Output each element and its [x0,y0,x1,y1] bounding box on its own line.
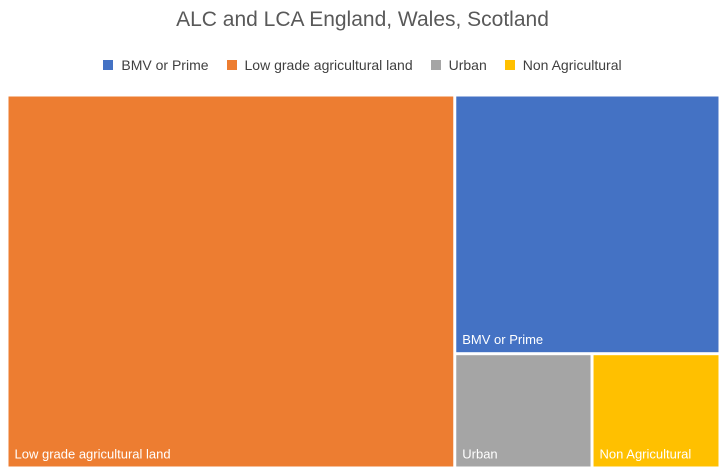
legend-swatch-bmv [103,60,114,70]
tile-urban-label: Urban [462,447,497,462]
chart-legend: BMV or Prime Low grade agricultural land… [0,57,725,73]
chart-title: ALC and LCA England, Wales, Scotland [176,8,549,31]
legend-item-low-grade: Low grade agricultural land [226,57,413,73]
legend-item-bmv: BMV or Prime [103,57,209,73]
legend-label-urban: Urban [448,57,487,73]
tile-bmv [456,96,719,353]
tile-bmv-label: BMV or Prime [462,332,543,347]
legend-item-non-agri: Non Agricultural [504,57,622,73]
legend-swatch-urban [430,60,441,70]
legend-swatch-non-agri [504,60,515,70]
legend-label-low-grade: Low grade agricultural land [244,57,413,73]
tile-urban [456,355,591,467]
legend-label-non-agri: Non Agricultural [522,57,622,73]
tile-non-agri-label: Non Agricultural [600,447,692,462]
tile-non-agri [593,355,719,467]
tile-low-grade-label: Low grade agricultural land [15,447,171,462]
tile-low-grade [8,96,454,467]
legend-item-urban: Urban [430,57,487,73]
legend-label-bmv: BMV or Prime [121,57,209,73]
legend-swatch-low-grade [226,60,237,70]
